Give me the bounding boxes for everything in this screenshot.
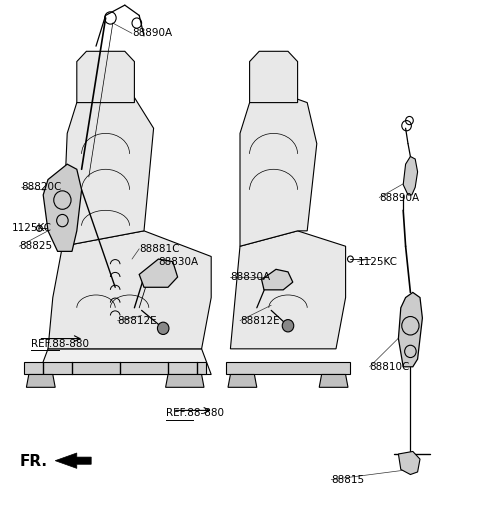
Text: 88812E: 88812E xyxy=(240,315,280,326)
Circle shape xyxy=(282,320,294,332)
Polygon shape xyxy=(230,231,346,349)
Polygon shape xyxy=(228,374,257,387)
Text: 88815: 88815 xyxy=(331,475,364,485)
Polygon shape xyxy=(262,269,293,290)
Text: 88830A: 88830A xyxy=(230,272,271,282)
Text: 88890A: 88890A xyxy=(132,28,172,38)
Text: 88820C: 88820C xyxy=(22,182,62,192)
Text: REF.88-880: REF.88-880 xyxy=(31,339,89,349)
Polygon shape xyxy=(250,51,298,103)
Polygon shape xyxy=(398,292,422,367)
Polygon shape xyxy=(43,164,82,251)
Text: 88881C: 88881C xyxy=(139,244,180,254)
Text: 1125KC: 1125KC xyxy=(358,256,397,267)
Text: 88810C: 88810C xyxy=(370,362,410,372)
Polygon shape xyxy=(24,362,206,374)
Polygon shape xyxy=(240,92,317,246)
Polygon shape xyxy=(77,51,134,103)
Text: 88890A: 88890A xyxy=(379,192,420,203)
Polygon shape xyxy=(398,451,420,475)
Text: 88825: 88825 xyxy=(19,241,52,251)
Polygon shape xyxy=(26,374,55,387)
Text: FR.: FR. xyxy=(19,454,47,469)
Text: REF.88-880: REF.88-880 xyxy=(166,408,224,418)
Polygon shape xyxy=(38,349,211,374)
Polygon shape xyxy=(48,231,211,349)
Circle shape xyxy=(157,322,169,334)
Polygon shape xyxy=(403,156,418,195)
Polygon shape xyxy=(319,374,348,387)
Polygon shape xyxy=(166,374,204,387)
Text: 88830A: 88830A xyxy=(158,256,199,267)
Text: 1125KC: 1125KC xyxy=(12,223,52,233)
Polygon shape xyxy=(139,259,178,287)
Polygon shape xyxy=(62,92,154,246)
Text: 88812E: 88812E xyxy=(118,315,157,326)
Polygon shape xyxy=(226,362,350,374)
Polygon shape xyxy=(55,453,91,468)
